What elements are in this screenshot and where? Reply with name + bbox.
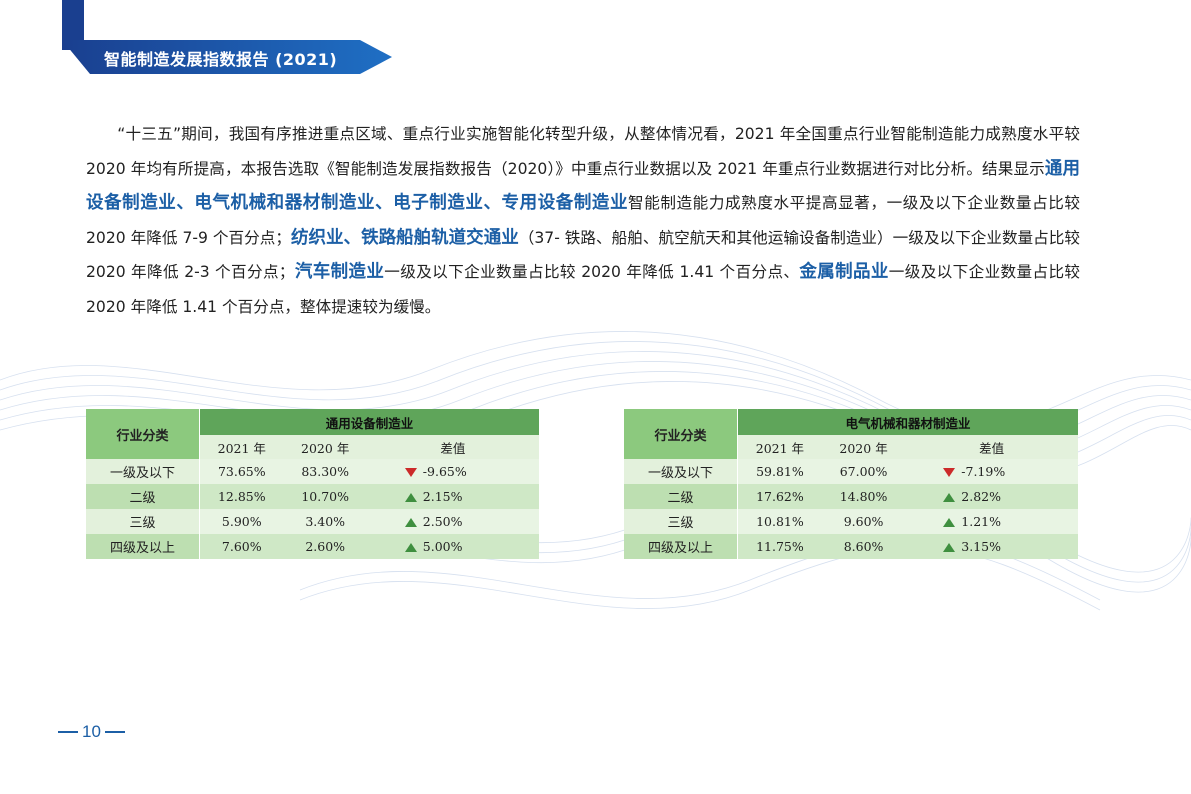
highlight-automotive: 汽车制造业 xyxy=(294,262,385,282)
value-diff: -9.65% xyxy=(366,459,539,484)
highlight-industries-2: 纺织业、铁路船舶轨道交通业 xyxy=(290,227,519,248)
page-number-text: 10 xyxy=(82,722,101,741)
table-row: 一级及以下 59.81% 67.00% -7.19% xyxy=(624,459,1078,484)
triangle-up-icon xyxy=(404,493,417,502)
col-2020: 2020 年 xyxy=(821,435,906,459)
value-2021: 5.90% xyxy=(198,509,284,534)
table-electrical-machinery: 行业分类 电气机械和器材制造业 2021 年 2020 年 差值 一级及以下 5… xyxy=(624,409,1078,559)
triangle-up-icon xyxy=(943,518,956,527)
diff-text: 3.15% xyxy=(961,539,1001,554)
row-category: 一级及以下 xyxy=(624,459,738,484)
col-2021: 2021 年 xyxy=(736,435,822,459)
value-2021: 73.65% xyxy=(198,459,284,484)
report-title: 智能制造发展指数报告 (2021) xyxy=(104,50,338,69)
col-2021: 2021 年 xyxy=(198,435,284,459)
value-diff: -7.19% xyxy=(905,459,1078,484)
triangle-down-icon xyxy=(404,468,417,477)
value-2020: 2.60% xyxy=(283,534,367,559)
highlight-industries-1: 通用设备制造业、电气机械和器材制造业、电子制造业、专用设备制造业 xyxy=(86,158,1080,214)
triangle-up-icon xyxy=(943,493,956,502)
col-diff: 差值 xyxy=(905,435,1078,459)
diff-text: -9.65% xyxy=(422,464,467,479)
value-diff: 2.15% xyxy=(366,484,539,509)
value-diff: 3.15% xyxy=(905,534,1078,559)
paragraph-text: 一级及以下企业数量占比较 2020 年降低 1.41 个百分点，整体提速较为缓慢… xyxy=(86,263,1081,316)
table-row: 三级 10.81% 9.60% 1.21% xyxy=(624,509,1078,534)
table-row: 二级 12.85% 10.70% 2.15% xyxy=(86,484,539,509)
row-category: 四级及以上 xyxy=(624,534,738,559)
col-2020: 2020 年 xyxy=(283,435,367,459)
table-cat-header: 行业分类 xyxy=(86,409,200,459)
diff-text: -7.19% xyxy=(961,464,1006,479)
triangle-up-icon xyxy=(404,518,417,527)
table-cat-header: 行业分类 xyxy=(624,409,738,459)
diff-text: 1.21% xyxy=(961,514,1001,529)
diff-text: 2.82% xyxy=(961,489,1001,504)
value-2020: 83.30% xyxy=(283,459,367,484)
value-2021: 59.81% xyxy=(736,459,822,484)
table-title: 电气机械和器材制造业 xyxy=(737,409,1078,435)
row-category: 三级 xyxy=(86,509,200,534)
table-row: 三级 5.90% 3.40% 2.50% xyxy=(86,509,539,534)
value-2021: 7.60% xyxy=(198,534,284,559)
triangle-down-icon xyxy=(943,468,956,477)
table-row: 四级及以上 11.75% 8.60% 3.15% xyxy=(624,534,1078,559)
value-2020: 8.60% xyxy=(821,534,906,559)
value-2020: 9.60% xyxy=(821,509,906,534)
value-2021: 17.62% xyxy=(736,484,822,509)
paragraph-text: “十三五”期间，我国有序推进重点区域、重点行业实施智能化转型升级，从整体情况看，… xyxy=(86,125,1080,178)
table-general-equipment: 行业分类 通用设备制造业 2021 年 2020 年 差值 一级及以下 73.6… xyxy=(86,409,539,559)
row-category: 二级 xyxy=(624,484,738,509)
value-2020: 3.40% xyxy=(283,509,367,534)
diff-text: 5.00% xyxy=(422,539,463,554)
table-row: 二级 17.62% 14.80% 2.82% xyxy=(624,484,1078,509)
row-category: 四级及以上 xyxy=(86,534,200,559)
col-diff: 差值 xyxy=(366,435,539,459)
value-2021: 11.75% xyxy=(736,534,822,559)
value-2020: 67.00% xyxy=(821,459,906,484)
page-number: 10 xyxy=(54,722,129,742)
page-number-line-left xyxy=(58,731,78,733)
highlight-metal-products: 金属制品业 xyxy=(799,262,889,282)
row-category: 三级 xyxy=(624,509,738,534)
row-category: 一级及以下 xyxy=(86,459,200,484)
table-row: 四级及以上 7.60% 2.60% 5.00% xyxy=(86,534,539,559)
table-title: 通用设备制造业 xyxy=(199,409,539,435)
paragraph-text: 智能制造能力成熟度水平提高显著，一级及以下企业数量占比较 2020 年降低 7-… xyxy=(86,194,1080,247)
value-diff: 1.21% xyxy=(905,509,1078,534)
value-2020: 14.80% xyxy=(821,484,906,509)
row-category: 二级 xyxy=(86,484,200,509)
value-diff: 2.50% xyxy=(366,509,539,534)
value-diff: 5.00% xyxy=(366,534,539,559)
table-row: 一级及以下 73.65% 83.30% -9.65% xyxy=(86,459,539,484)
paragraph-text: 一级及以下企业数量占比较 2020 年降低 1.41 个百分点、 xyxy=(384,263,800,281)
paragraph-text: （37- 铁路、船舶、航空航天和其他运输设备制造业）一级及以下企业数量占比较 2… xyxy=(86,228,1080,282)
value-2021: 10.81% xyxy=(736,509,822,534)
diff-text: 2.50% xyxy=(422,514,463,529)
page-number-line-right xyxy=(104,731,125,733)
value-diff: 2.82% xyxy=(905,484,1078,509)
header-ribbon-shape xyxy=(62,0,392,74)
body-paragraph: “十三五”期间，我国有序推进重点区域、重点行业实施智能化转型升级，从整体情况看，… xyxy=(86,117,1080,324)
triangle-up-icon xyxy=(404,543,417,552)
triangle-up-icon xyxy=(943,543,956,552)
value-2021: 12.85% xyxy=(198,484,284,509)
diff-text: 2.15% xyxy=(422,489,463,504)
value-2020: 10.70% xyxy=(283,484,367,509)
header-ribbon: 智能制造发展指数报告 (2021) xyxy=(0,0,400,80)
